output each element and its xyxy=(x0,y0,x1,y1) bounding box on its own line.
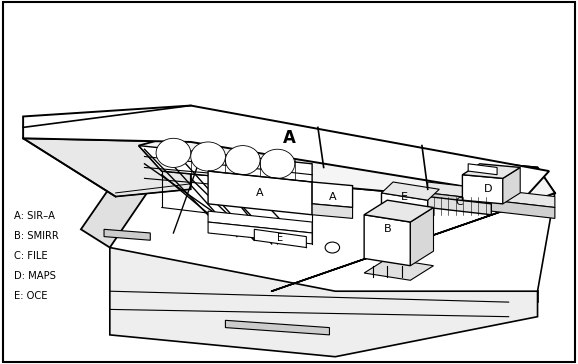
Polygon shape xyxy=(225,320,329,335)
Polygon shape xyxy=(462,175,503,204)
Polygon shape xyxy=(312,204,353,218)
Polygon shape xyxy=(208,211,312,233)
Polygon shape xyxy=(23,138,191,197)
Ellipse shape xyxy=(191,142,225,171)
Polygon shape xyxy=(139,135,555,204)
Text: D: MAPS: D: MAPS xyxy=(14,271,56,281)
Polygon shape xyxy=(208,171,312,182)
Polygon shape xyxy=(364,258,434,280)
Text: A: A xyxy=(328,191,336,202)
Text: E: OCE: E: OCE xyxy=(14,291,48,301)
Ellipse shape xyxy=(225,146,260,175)
Polygon shape xyxy=(23,106,549,197)
Polygon shape xyxy=(364,215,410,266)
Polygon shape xyxy=(139,135,555,204)
Text: D: D xyxy=(484,184,492,194)
Polygon shape xyxy=(381,182,439,200)
Polygon shape xyxy=(110,248,538,357)
Polygon shape xyxy=(428,193,555,218)
Polygon shape xyxy=(364,200,434,222)
Text: A: A xyxy=(283,129,295,147)
Polygon shape xyxy=(428,182,555,207)
Polygon shape xyxy=(104,229,150,240)
Text: C: FILE: C: FILE xyxy=(14,251,48,261)
Polygon shape xyxy=(468,164,497,175)
Polygon shape xyxy=(381,193,428,211)
Ellipse shape xyxy=(325,242,340,253)
Text: C: C xyxy=(455,197,464,207)
Ellipse shape xyxy=(156,138,191,167)
Text: A: SIR–A: A: SIR–A xyxy=(14,211,55,221)
Polygon shape xyxy=(410,207,434,266)
Polygon shape xyxy=(139,146,312,186)
Polygon shape xyxy=(312,182,353,207)
Text: B: B xyxy=(383,224,391,234)
Ellipse shape xyxy=(260,149,295,178)
Polygon shape xyxy=(428,197,491,215)
Polygon shape xyxy=(462,164,520,178)
Polygon shape xyxy=(208,222,312,244)
Polygon shape xyxy=(254,229,306,248)
Text: E: E xyxy=(277,233,283,244)
Text: E: E xyxy=(401,191,408,202)
Text: B: SMIRR: B: SMIRR xyxy=(14,231,59,241)
Polygon shape xyxy=(208,171,312,215)
Polygon shape xyxy=(81,146,162,248)
Polygon shape xyxy=(503,167,520,204)
Text: A: A xyxy=(256,188,264,198)
